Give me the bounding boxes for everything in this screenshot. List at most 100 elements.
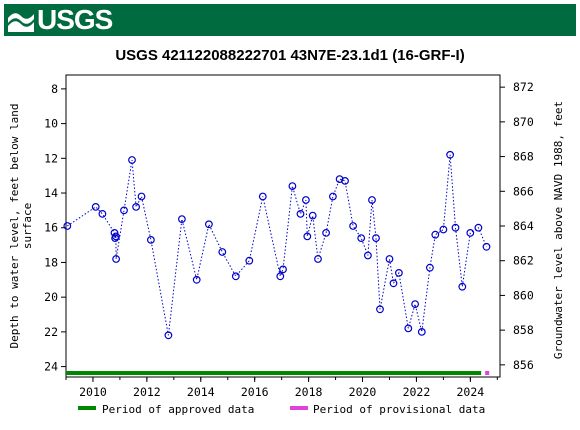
data-point [91,202,100,211]
y-axis-right: 872 870 868 866 864 862 860 858 856 [500,80,534,372]
y-right-tick-label: 858 [513,323,534,337]
x-tick-label: 2018 [295,385,323,399]
data-point [110,228,119,237]
y-axis-left-label-line1: Depth to water level, feet below land [8,103,21,348]
data-point [296,209,305,218]
y-right-tick-label: 862 [513,254,534,268]
data-point [288,182,297,191]
legend-provisional-swatch [290,406,308,410]
y-left-tick-label: 22 [44,325,58,339]
x-tick-label: 2012 [133,385,161,399]
data-point [385,255,394,263]
x-tick-label: 2022 [403,385,431,399]
data-point [426,263,434,272]
y-right-tick-label: 856 [513,358,534,372]
data-point [364,251,372,260]
data-point [112,255,120,263]
data-point [302,196,310,204]
data-point [308,211,317,220]
data-point [279,265,287,274]
data-point [120,206,128,215]
y-right-tick-label: 866 [513,184,534,198]
y-left-tick-label: 18 [44,255,58,269]
x-tick-label: 2014 [187,385,215,399]
y-axis-right-label: Groundwater level above NAVD 1988, feet [552,101,565,359]
y-axis-left-label-line2: surface [21,203,34,249]
usgs-logo-text: USGS [37,4,113,35]
y-right-tick-label: 872 [513,80,534,94]
y-right-tick-label: 864 [513,219,534,233]
data-point [63,222,72,230]
data-point [192,275,201,284]
data-point [466,228,475,237]
data-point [218,248,227,256]
data-point [204,220,213,229]
data-point [446,150,455,159]
data-point [128,156,136,164]
data-point [146,235,155,244]
data-point [368,196,376,204]
legend-provisional-label: Period of provisional data [313,403,485,416]
data-point [132,202,141,211]
y-left-tick-label: 12 [44,151,58,165]
data-point [303,232,312,241]
period-bar [485,371,490,375]
x-tick-label: 2010 [79,385,107,399]
data-point [439,225,448,234]
data-points [63,150,491,340]
data-point [404,324,413,333]
data-point [411,300,420,309]
y-right-tick-label: 868 [513,150,534,164]
data-point [177,215,186,224]
chart-title: USGS 421122088222701 43N7E-23.1d1 (16-GR… [115,47,464,64]
data-point [482,242,491,251]
y-right-tick-label: 870 [513,115,534,129]
legend-approved-label: Period of approved data [102,403,254,416]
data-point [451,223,460,232]
data-point [164,331,173,340]
y-left-tick-label: 10 [44,117,58,131]
y-left-tick-label: 8 [51,82,58,96]
data-point [474,223,483,232]
x-axis: 2010 2012 2014 2016 2018 2020 2022 2024 [65,377,498,399]
y-left-tick-label: 24 [44,360,58,374]
plot-area [65,74,501,378]
data-point [245,256,254,265]
data-point [458,282,467,291]
y-left-tick-label: 14 [44,186,58,200]
data-point [372,234,380,243]
x-tick-label: 2020 [349,385,377,399]
data-point [357,234,366,243]
period-bar [66,371,482,375]
data-point [329,192,337,201]
y-left-tick-label: 16 [44,221,58,235]
data-point [314,255,322,263]
data-point [376,305,384,314]
x-tick-label: 2016 [241,385,269,399]
data-point [341,176,349,185]
data-point [231,272,240,281]
y-right-tick-label: 860 [513,288,534,302]
legend-approved-swatch [78,406,96,410]
data-point [395,269,403,277]
data-point [389,279,398,288]
series-line [67,154,487,336]
data-point [335,175,344,184]
y-left-tick-label: 20 [44,290,58,304]
data-point [417,328,426,336]
data-point [431,230,440,239]
usgs-banner: USGS [4,4,576,36]
data-point [98,209,107,218]
data-point [276,272,285,281]
data-point [349,222,358,230]
data-point [322,228,331,237]
legend: Period of approved data Period of provis… [78,403,485,416]
period-bars [66,371,490,375]
usgs-logo-icon [8,13,34,32]
data-point [137,192,146,201]
data-point [258,192,267,201]
x-tick-label: 2024 [456,385,484,399]
data-point [111,232,120,241]
y-axis-left: 8 10 12 14 16 18 20 22 24 [44,82,66,374]
